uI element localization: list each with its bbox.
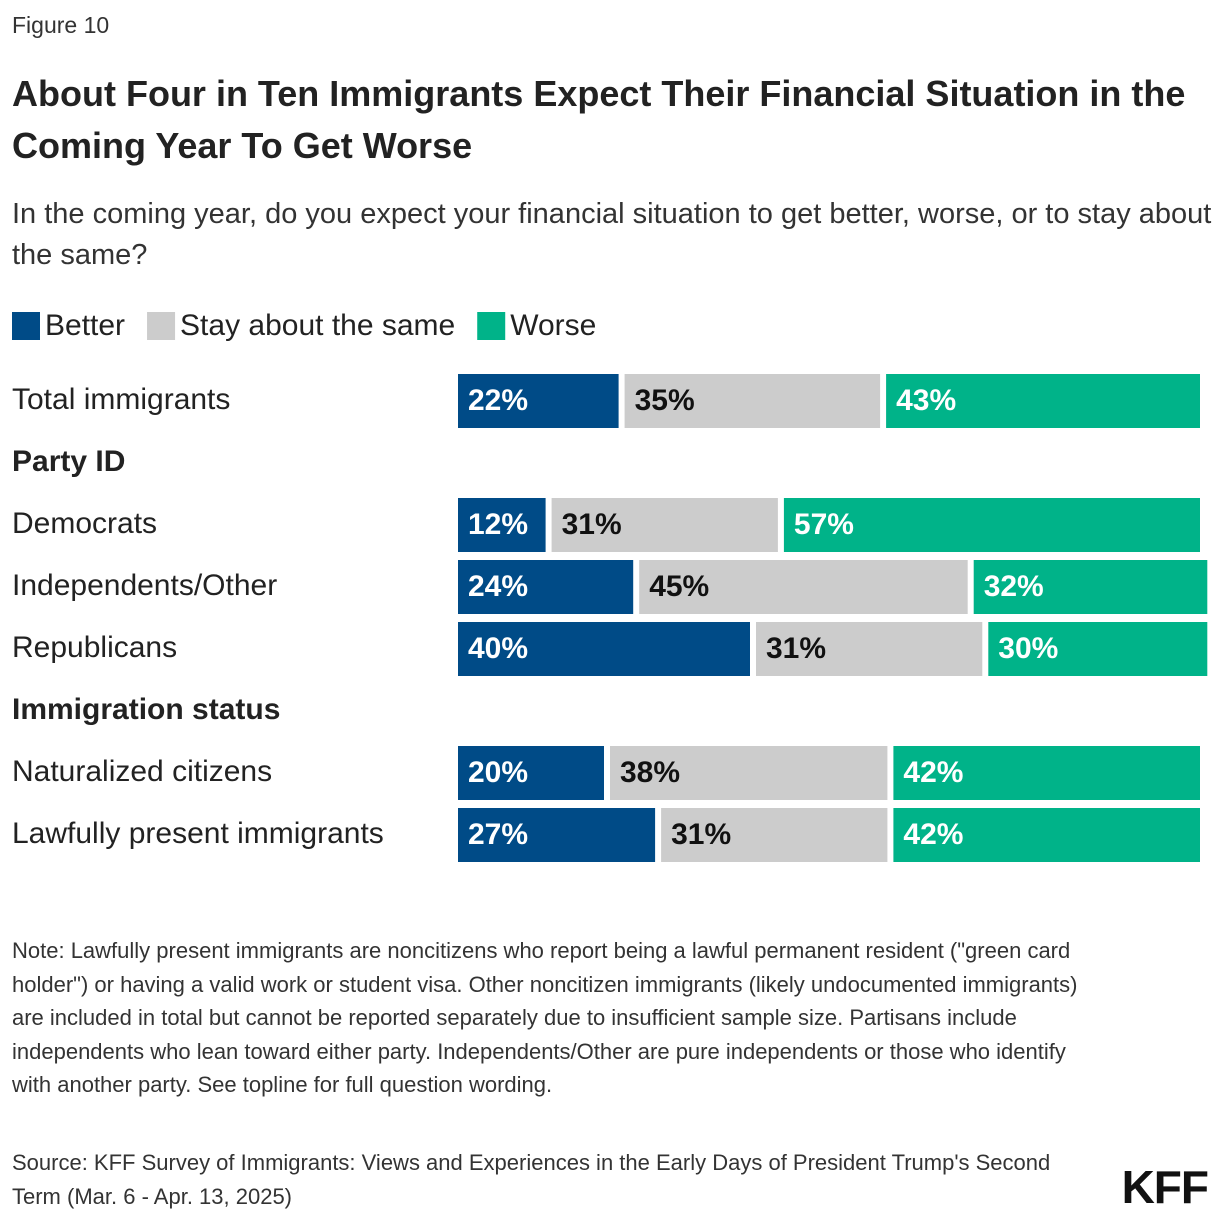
value-label: 42% — [903, 756, 963, 789]
category-label: Democrats — [12, 507, 157, 540]
legend-label: Worse — [510, 309, 596, 342]
value-label: 31% — [562, 508, 622, 541]
value-label: 45% — [649, 570, 709, 603]
value-label: 57% — [794, 508, 854, 541]
chart: Better Stay about the same Worse Total immi… — [12, 309, 1208, 862]
category-label: Lawfully present immigrants — [12, 817, 384, 850]
logo: KFF — [1121, 1161, 1209, 1213]
bar-segment — [458, 498, 546, 552]
category-label: Naturalized citizens — [12, 755, 272, 788]
legend-label: Better — [45, 309, 125, 342]
bar-segment — [458, 560, 634, 614]
chart-subtitle: In the coming year, do you expect your f… — [12, 198, 1212, 271]
bar-segment — [756, 622, 983, 676]
value-label: 20% — [468, 756, 528, 789]
bar-segment — [458, 808, 656, 862]
legend-label: Stay about the same — [180, 309, 455, 342]
bar-segment — [639, 560, 968, 614]
value-label: 38% — [620, 756, 680, 789]
category-label: Total immigrants — [12, 383, 230, 416]
value-label: 12% — [468, 508, 528, 541]
category-label: Republicans — [12, 631, 177, 664]
legend-swatch — [477, 312, 506, 340]
group-header: Party ID — [12, 445, 125, 478]
figure-label: Figure 10 — [12, 12, 110, 38]
bar-segment — [893, 746, 1200, 800]
category-label: Independents/Other — [12, 569, 277, 602]
value-label: 22% — [468, 384, 528, 417]
value-label: 30% — [998, 632, 1058, 665]
bar-segment — [458, 622, 750, 676]
value-label: 35% — [635, 384, 695, 417]
value-label: 31% — [671, 818, 731, 851]
note: Note: Lawfully present immigrants are no… — [12, 938, 1078, 1097]
value-label: 40% — [468, 632, 528, 665]
bar-segment — [610, 746, 888, 800]
group-header: Immigration status — [12, 693, 280, 726]
chart-title: About Four in Ten Immigrants Expect Thei… — [12, 73, 1186, 166]
bar-segment — [458, 374, 619, 428]
bar-segment — [783, 498, 1200, 552]
value-label: 32% — [984, 570, 1044, 603]
legend-swatch — [147, 312, 176, 340]
bar-segment — [458, 746, 604, 800]
bar-segment — [624, 374, 881, 428]
value-label: 43% — [896, 384, 956, 417]
bar-segment — [661, 808, 888, 862]
bar-segment — [988, 622, 1208, 676]
value-label: 24% — [468, 570, 528, 603]
source: Source: KFF Survey of Immigrants: Views … — [12, 1150, 1051, 1209]
bar-segment — [973, 560, 1208, 614]
value-label: 31% — [766, 632, 826, 665]
value-label: 27% — [468, 818, 528, 851]
value-label: 42% — [903, 818, 963, 851]
bar-segment — [886, 374, 1200, 428]
legend-swatch — [12, 312, 40, 340]
bar-segment — [551, 498, 778, 552]
bar-segment — [893, 808, 1200, 862]
